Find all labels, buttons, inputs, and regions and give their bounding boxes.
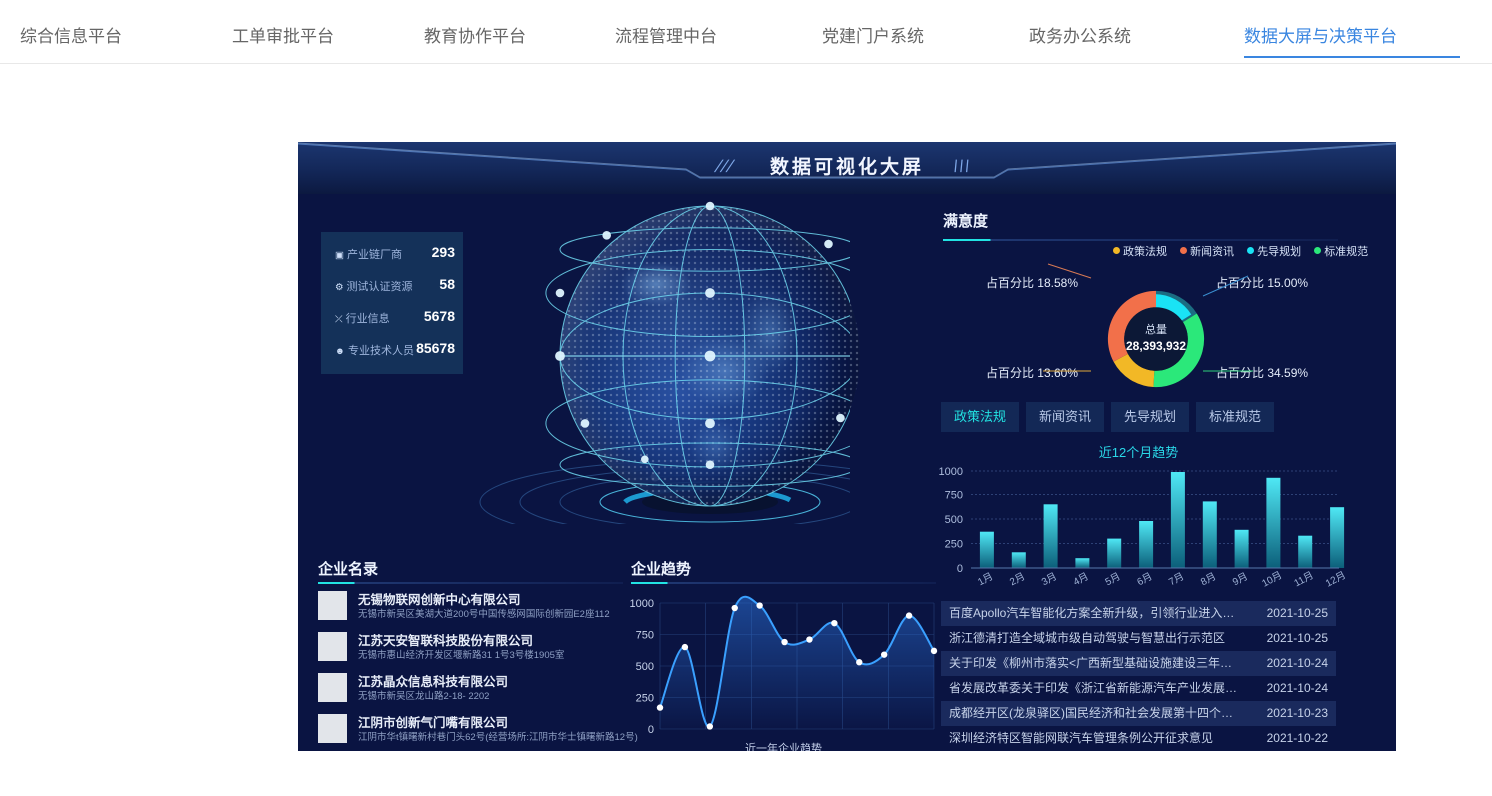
- svg-text:1月: 1月: [976, 570, 995, 588]
- svg-text:250: 250: [945, 539, 963, 551]
- svg-text:250: 250: [636, 693, 654, 705]
- svg-text:0: 0: [648, 724, 654, 736]
- svg-text:4月: 4月: [1071, 570, 1090, 588]
- svg-text:750: 750: [636, 630, 654, 642]
- svg-text:7月: 7月: [1167, 570, 1186, 588]
- svg-text:500: 500: [636, 661, 654, 673]
- svg-text:11月: 11月: [1292, 569, 1316, 589]
- svg-text:1000: 1000: [939, 466, 963, 478]
- svg-text:1000: 1000: [630, 598, 654, 610]
- svg-text:10月: 10月: [1260, 569, 1284, 590]
- svg-text:9月: 9月: [1231, 570, 1250, 588]
- svg-text:0: 0: [957, 563, 963, 575]
- svg-text:8月: 8月: [1199, 570, 1218, 588]
- svg-text:2月: 2月: [1008, 570, 1027, 588]
- svg-text:500: 500: [945, 514, 963, 526]
- svg-text:5月: 5月: [1103, 570, 1122, 588]
- svg-text:3月: 3月: [1040, 570, 1059, 588]
- svg-text:6月: 6月: [1135, 570, 1154, 588]
- svg-text:12月: 12月: [1324, 569, 1348, 590]
- svg-text:750: 750: [945, 490, 963, 502]
